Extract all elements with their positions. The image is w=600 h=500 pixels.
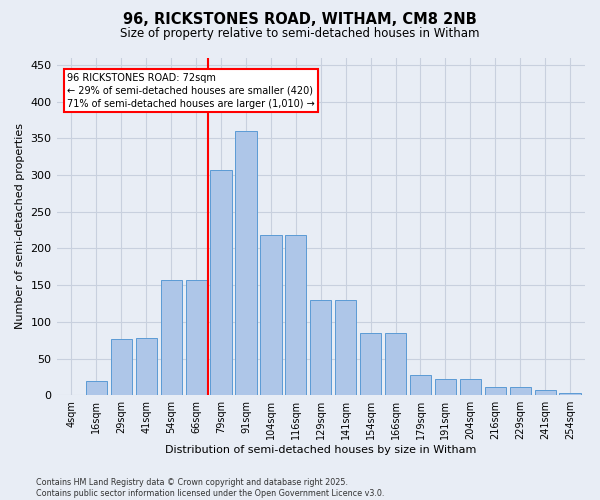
Bar	[485, 387, 506, 395]
Bar	[335, 300, 356, 395]
Text: Contains HM Land Registry data © Crown copyright and database right 2025.
Contai: Contains HM Land Registry data © Crown c…	[36, 478, 385, 498]
Bar	[460, 379, 481, 395]
Y-axis label: Number of semi-detached properties: Number of semi-detached properties	[15, 124, 25, 330]
Bar	[559, 393, 581, 395]
Bar	[86, 380, 107, 395]
Bar	[235, 131, 257, 395]
Bar	[185, 280, 207, 395]
Text: 96 RICKSTONES ROAD: 72sqm
← 29% of semi-detached houses are smaller (420)
71% of: 96 RICKSTONES ROAD: 72sqm ← 29% of semi-…	[67, 72, 315, 109]
Bar	[535, 390, 556, 395]
Bar	[360, 333, 381, 395]
Bar	[310, 300, 331, 395]
Bar	[260, 235, 281, 395]
Bar	[410, 376, 431, 395]
Text: Size of property relative to semi-detached houses in Witham: Size of property relative to semi-detach…	[120, 28, 480, 40]
X-axis label: Distribution of semi-detached houses by size in Witham: Distribution of semi-detached houses by …	[165, 445, 476, 455]
Text: 96, RICKSTONES ROAD, WITHAM, CM8 2NB: 96, RICKSTONES ROAD, WITHAM, CM8 2NB	[123, 12, 477, 28]
Bar	[111, 338, 132, 395]
Bar	[136, 338, 157, 395]
Bar	[285, 235, 307, 395]
Bar	[435, 379, 456, 395]
Bar	[509, 387, 531, 395]
Bar	[385, 333, 406, 395]
Bar	[211, 170, 232, 395]
Bar	[161, 280, 182, 395]
